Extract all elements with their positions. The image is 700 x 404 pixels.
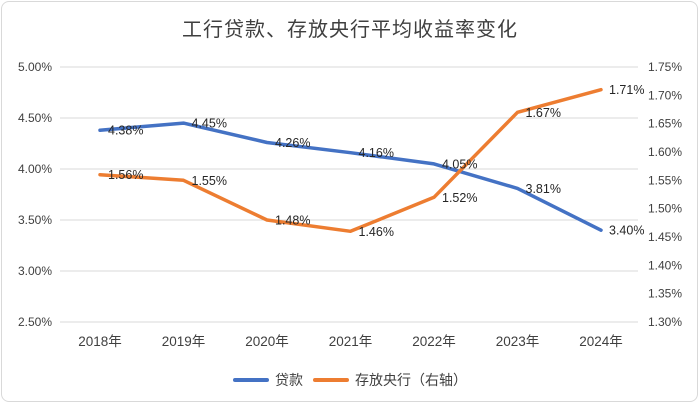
- data-label: 1.52%: [442, 191, 477, 205]
- right-axis-tick: 1.70%: [648, 88, 682, 102]
- left-axis-tick: 5.00%: [18, 60, 52, 74]
- x-axis-label: 2024年: [579, 334, 623, 349]
- legend-label: 贷款: [275, 374, 303, 389]
- right-axis-tick: 1.45%: [648, 230, 682, 244]
- data-label: 3.81%: [526, 182, 561, 196]
- right-axis-tick: 1.50%: [648, 202, 682, 216]
- data-labels: 4.38% 4.45% 4.26% 4.16% 4.05% 3.81% 3.40% 1.56%…: [108, 83, 644, 239]
- legend-swatch-icon: [233, 378, 269, 382]
- data-label: 4.16%: [359, 146, 394, 160]
- gridlines: [60, 66, 638, 323]
- right-axis-tick: 1.35%: [648, 287, 682, 301]
- left-axis-tick: 3.00%: [18, 264, 52, 278]
- x-axis-label: 2022年: [412, 334, 456, 349]
- legend-swatch-icon: [313, 378, 349, 382]
- data-label: 1.55%: [192, 174, 227, 188]
- chart-title: 工行贷款、存放央行平均收益率变化: [182, 19, 518, 41]
- left-axis-tick: 3.50%: [18, 213, 52, 227]
- data-label: 3.40%: [609, 224, 644, 238]
- x-axis-label: 2019年: [162, 334, 206, 349]
- x-axis-label: 2021年: [329, 334, 373, 349]
- left-axis-tick: 2.50%: [18, 315, 52, 329]
- data-label: 4.45%: [192, 117, 227, 131]
- right-axis-tick: 1.40%: [648, 258, 682, 272]
- series-line-1: [98, 87, 603, 234]
- legend-item-1: 存放央行（右轴）: [313, 370, 467, 390]
- legend: 贷款 存放央行（右轴）: [0, 370, 700, 390]
- right-axis-tick: 1.30%: [648, 315, 682, 329]
- legend-label: 存放央行（右轴）: [355, 374, 467, 389]
- left-axis-tick: 4.50%: [18, 111, 52, 125]
- data-label: 4.26%: [275, 136, 310, 150]
- data-label: 4.38%: [108, 124, 143, 138]
- data-label: 4.05%: [442, 157, 477, 171]
- data-label: 1.46%: [359, 225, 394, 239]
- x-axis-label: 2018年: [78, 334, 122, 349]
- right-axis-tick: 1.65%: [648, 117, 682, 131]
- x-axis-label: 2020年: [245, 334, 289, 349]
- left-axis-ticks: 5.00% 4.50% 4.00% 3.50% 3.00% 2.50%: [18, 60, 52, 329]
- series-line-0: [98, 121, 603, 232]
- right-axis-tick: 1.55%: [648, 173, 682, 187]
- data-label: 1.48%: [275, 214, 310, 228]
- data-label: 1.67%: [526, 106, 561, 120]
- x-axis-label: 2023年: [496, 334, 540, 349]
- right-axis-tick: 1.75%: [648, 60, 682, 74]
- right-axis-ticks: 1.75% 1.70% 1.65% 1.60% 1.55% 1.50% 1.45% 1.40%…: [648, 60, 682, 329]
- left-axis-tick: 4.00%: [18, 162, 52, 176]
- right-axis-tick: 1.60%: [648, 145, 682, 159]
- data-label: 1.56%: [108, 168, 143, 182]
- x-axis-labels: 2018年 2019年 2020年 2021年 2022年 2023年 2024年: [78, 334, 623, 349]
- legend-item-0: 贷款: [233, 370, 303, 390]
- data-label: 1.71%: [609, 83, 644, 97]
